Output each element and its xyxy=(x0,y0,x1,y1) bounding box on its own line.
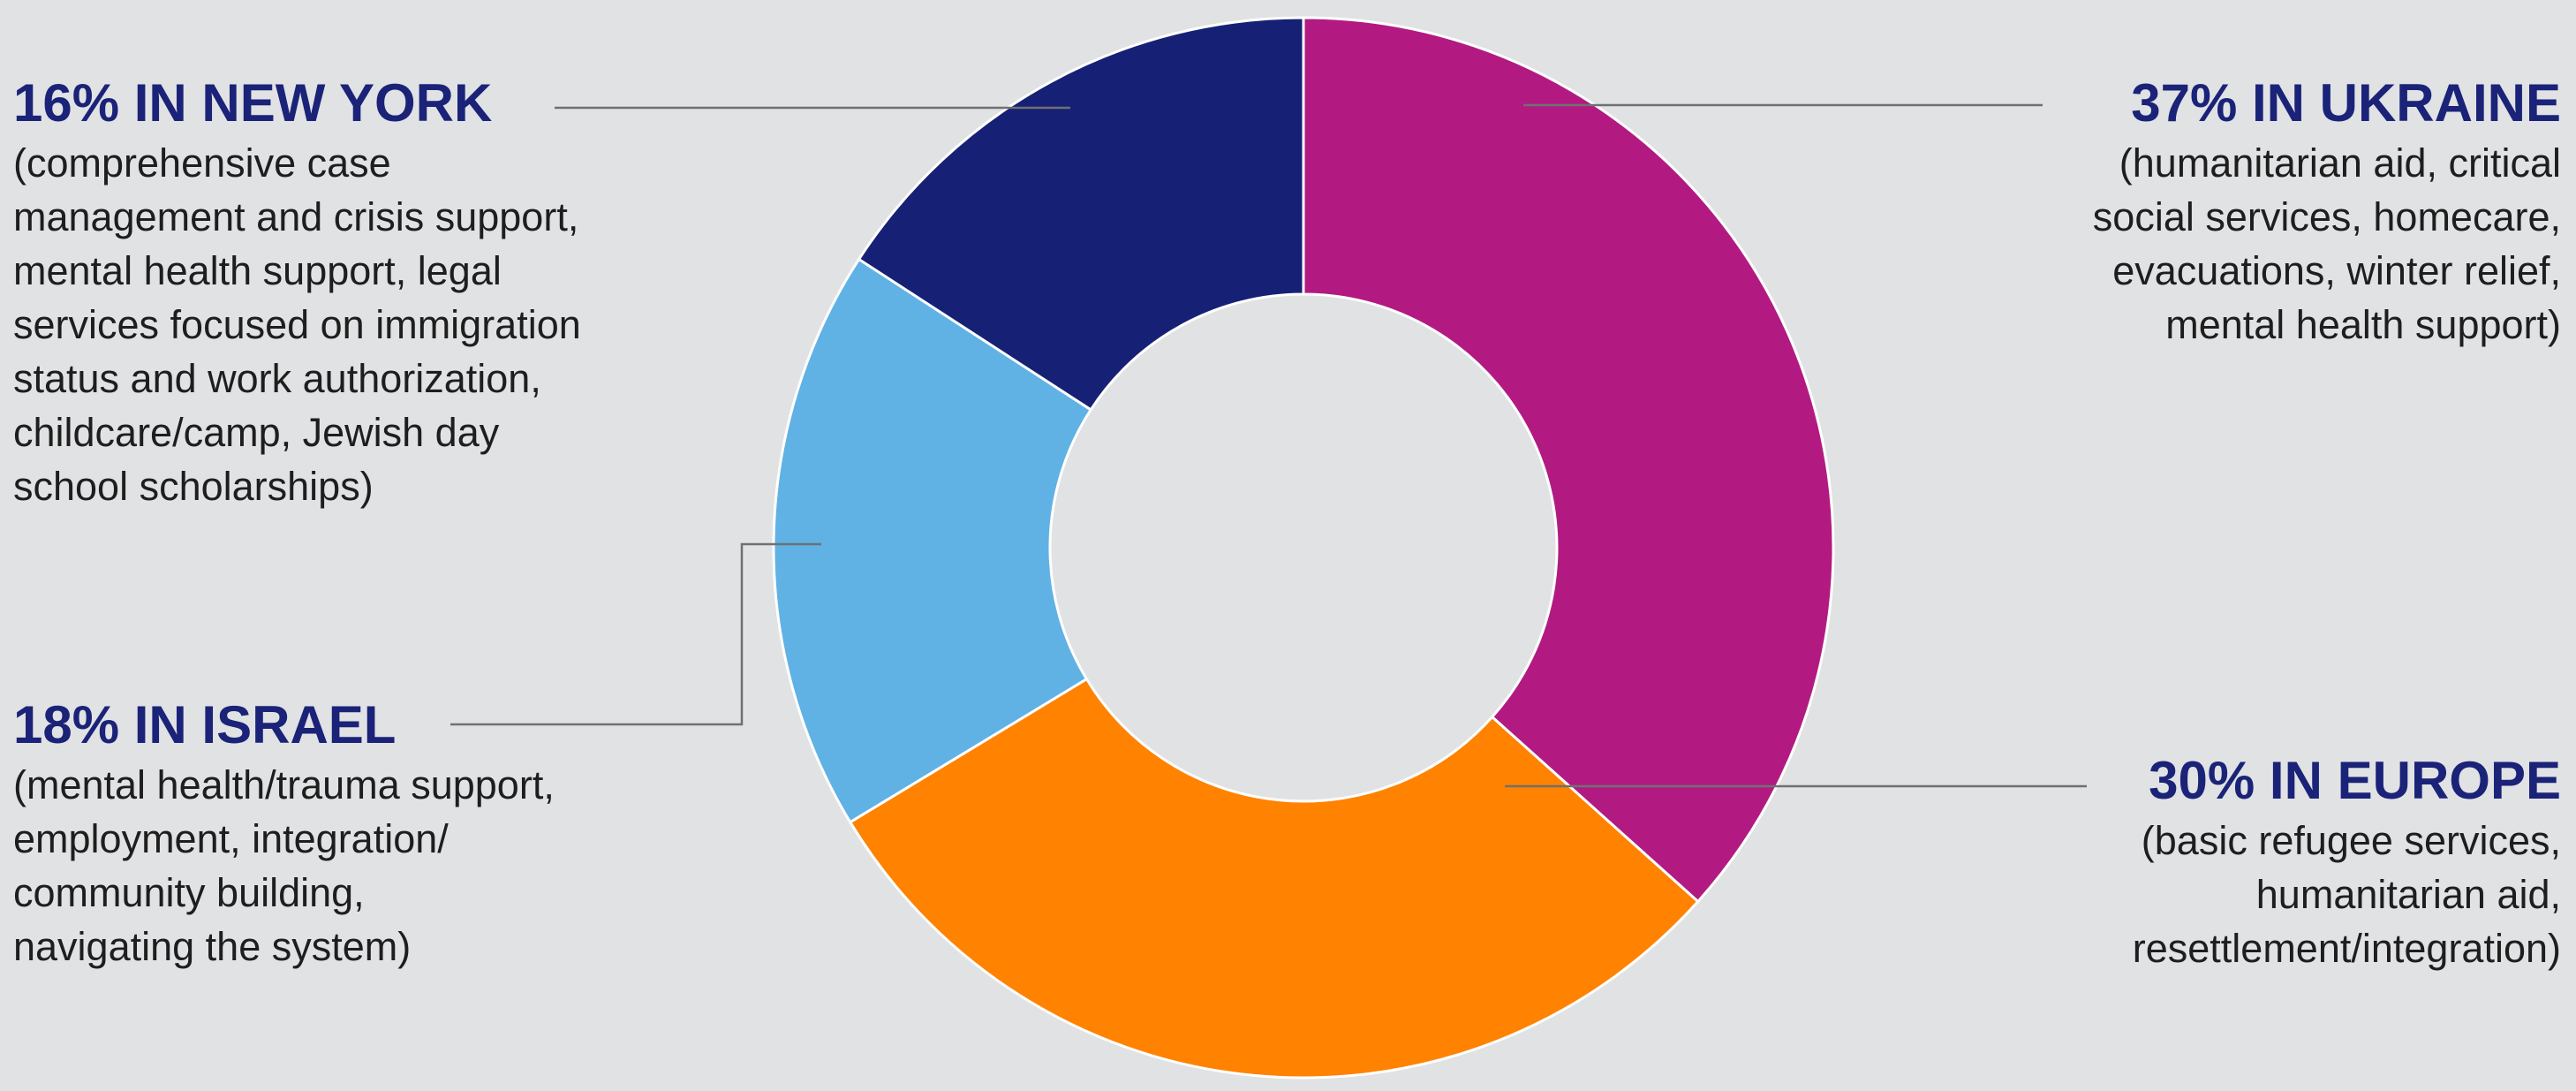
callout-ukraine-title: 37% IN UKRAINE xyxy=(2131,73,2561,133)
callout-new-york: 16% IN NEW YORK (comprehensive case mana… xyxy=(13,72,581,513)
callout-europe-desc: (basic refugee services, humanitarian ai… xyxy=(2132,818,2561,971)
callout-new-york-title: 16% IN NEW YORK xyxy=(13,73,493,133)
callout-europe-title: 30% IN EUROPE xyxy=(2149,751,2561,810)
callout-israel-desc: (mental health/trauma support, employmen… xyxy=(13,762,555,969)
callout-europe: 30% IN EUROPE (basic refugee services, h… xyxy=(2133,750,2561,975)
donut-slice-europe xyxy=(848,677,1700,1080)
leader-lines xyxy=(450,103,2087,788)
donut-slice-new-york xyxy=(857,16,1305,412)
leader-israel xyxy=(450,542,821,726)
donut-slices xyxy=(772,16,1835,1080)
callout-israel: 18% IN ISRAEL (mental health/trauma supp… xyxy=(13,694,555,974)
callout-ukraine-desc: (humanitarian aid, critical social servi… xyxy=(2092,140,2561,347)
callout-new-york-desc: (comprehensive case management and crisi… xyxy=(13,140,581,509)
donut-slice-israel xyxy=(772,257,1093,824)
callout-ukraine: 37% IN UKRAINE (humanitarian aid, critic… xyxy=(2093,72,2561,352)
callout-israel-title: 18% IN ISRAEL xyxy=(13,695,397,754)
donut-slice-ukraine xyxy=(1302,16,1835,904)
